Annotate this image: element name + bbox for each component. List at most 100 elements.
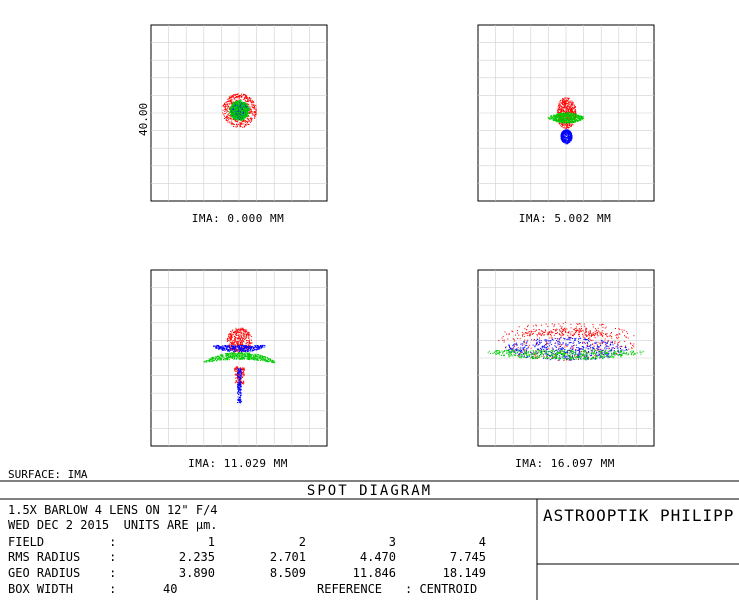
spot-point — [574, 120, 576, 122]
spot-point — [563, 131, 565, 133]
spot-point — [215, 357, 217, 359]
spot-point — [233, 113, 235, 115]
spot-point — [231, 115, 233, 117]
spot-point — [240, 118, 242, 120]
spot-point — [243, 372, 245, 374]
spot-point — [235, 105, 237, 107]
spot-point — [227, 345, 229, 347]
spot-point — [559, 107, 561, 108]
spot-point — [253, 358, 255, 360]
spot-point — [225, 108, 227, 110]
spot-point — [238, 386, 240, 388]
spot-point — [240, 380, 242, 382]
spot-point — [234, 119, 236, 121]
spot-point — [242, 371, 244, 373]
spot-point — [231, 98, 233, 100]
spot-point — [237, 358, 239, 360]
spot-point — [238, 332, 240, 334]
spot-point — [230, 109, 231, 111]
spot-point — [580, 330, 582, 332]
spot-point — [242, 117, 244, 119]
spot-point — [240, 119, 242, 121]
spot-point — [596, 349, 598, 351]
spot-point — [570, 117, 572, 118]
spot-point — [567, 126, 569, 128]
spot-point — [230, 331, 232, 332]
spot-point — [270, 358, 272, 360]
spot-point — [240, 394, 242, 396]
spot-point — [243, 329, 245, 331]
spot-point — [236, 119, 238, 121]
spot-point — [243, 118, 244, 120]
spot-point — [564, 119, 566, 121]
spot-point — [235, 345, 237, 347]
spot-point — [244, 369, 245, 371]
spot-point — [242, 356, 243, 358]
spot-point — [531, 333, 533, 335]
spot-point — [228, 335, 230, 337]
spot-point — [576, 119, 578, 120]
spot-point — [571, 114, 573, 116]
spot-point — [240, 375, 242, 377]
spot-point — [237, 375, 239, 377]
spot-point — [240, 106, 242, 108]
spot-point — [226, 348, 228, 349]
spot-point — [560, 115, 561, 117]
spot-point — [557, 118, 559, 120]
spot-point — [570, 105, 572, 106]
spot-point — [264, 345, 266, 347]
spot-point — [570, 123, 572, 125]
spot-point — [229, 336, 231, 338]
spot-point — [237, 100, 239, 102]
spot-point — [232, 347, 234, 349]
spot-point — [228, 353, 230, 355]
spot-point — [227, 353, 229, 355]
spot-point — [607, 341, 609, 343]
spot-point — [220, 346, 222, 347]
spot-point — [577, 359, 579, 361]
spot-point — [561, 110, 563, 112]
spot-point — [247, 112, 248, 113]
spot-point — [254, 349, 256, 350]
spot-point — [578, 116, 580, 118]
spot-point — [225, 349, 227, 350]
spot-point — [273, 362, 275, 363]
spot-point — [236, 349, 238, 351]
spot-point — [572, 113, 573, 115]
spot-point — [236, 97, 238, 99]
spot-point — [563, 101, 565, 103]
spot-point — [238, 396, 240, 398]
spot-point — [566, 139, 568, 141]
spot-point — [254, 347, 256, 349]
spot-point — [231, 101, 233, 103]
spot-point — [229, 359, 231, 361]
spot-point — [232, 354, 234, 355]
spot-point — [560, 112, 561, 114]
spot-panel-field-2 — [477, 24, 655, 202]
spot-point — [249, 97, 250, 98]
spot-point — [567, 107, 569, 109]
spot-point — [237, 349, 239, 351]
spot-point — [255, 107, 257, 109]
spot-point — [241, 349, 243, 351]
spot-point — [572, 119, 574, 120]
spot-point — [218, 356, 220, 358]
spot-point — [567, 102, 569, 104]
spot-point — [232, 348, 234, 350]
spot-point — [246, 108, 247, 110]
spot-point — [533, 339, 535, 341]
spot-point — [559, 109, 561, 111]
spot-point — [524, 351, 526, 353]
spot-point — [560, 111, 562, 113]
spot-point — [569, 116, 571, 118]
spot-point — [573, 104, 575, 106]
spot-point — [236, 381, 238, 382]
spot-point — [237, 106, 239, 108]
spot-point — [250, 110, 252, 112]
spot-point — [558, 116, 560, 118]
spot-point — [232, 329, 234, 331]
spot-point — [557, 113, 559, 115]
spot-point — [567, 114, 569, 116]
spot-point — [241, 376, 243, 378]
spot-point — [568, 106, 570, 108]
